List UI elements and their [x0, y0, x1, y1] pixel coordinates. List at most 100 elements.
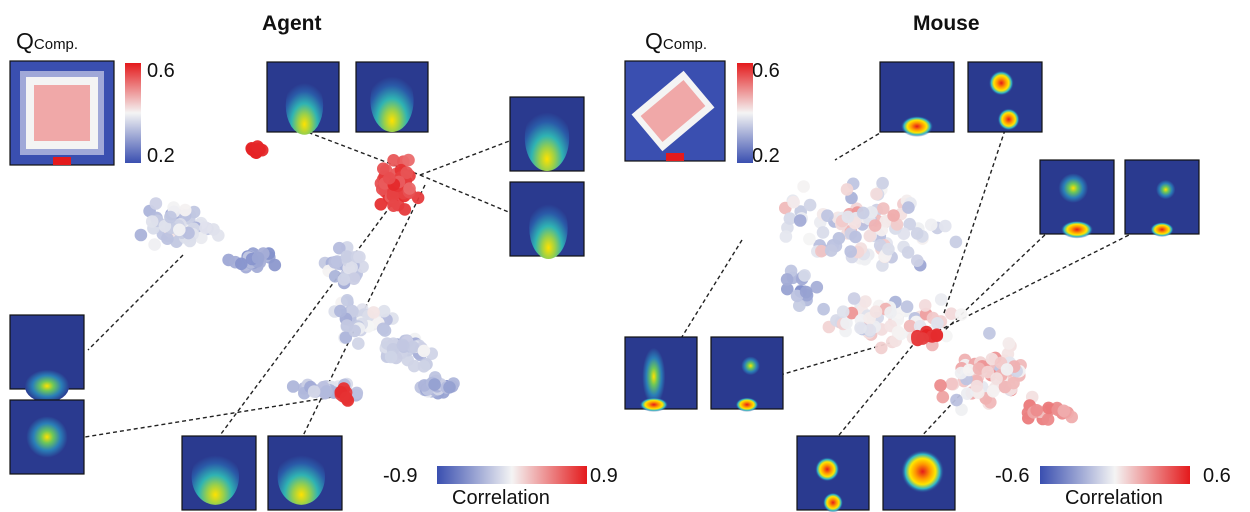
- mouse-scatter-point: [854, 321, 867, 335]
- agent-scatter-point: [384, 350, 398, 364]
- mouse-scatter-point: [810, 280, 824, 294]
- agent-scatter-point: [403, 182, 416, 195]
- agent-scatter-point: [320, 385, 333, 398]
- agent-map-right-bottom: [509, 181, 585, 259]
- agent-scatter-point: [353, 250, 366, 264]
- mouse-scatter-point: [783, 212, 797, 225]
- mouse-scatter-point: [1007, 376, 1020, 390]
- agent-scatter-point: [164, 210, 177, 224]
- agent-scatter-point: [149, 197, 163, 210]
- agent-scatter-point: [145, 215, 159, 228]
- agent-map-top-right: [355, 61, 429, 133]
- mouse-q-scale-max: 0.6: [752, 60, 780, 82]
- mouse-q-sub: Comp.: [662, 36, 708, 53]
- mouse-scatter-point: [803, 198, 817, 212]
- agent-scatter-point: [134, 228, 148, 242]
- agent-scatter-point: [387, 199, 400, 212]
- mouse-map-right-left: [1039, 159, 1115, 239]
- mouse-scatter-point: [945, 377, 958, 391]
- mouse-scatter-point: [884, 306, 897, 319]
- mouse-scatter-point: [934, 293, 948, 306]
- mouse-leader-4: [909, 231, 1136, 346]
- agent-map-left-top: [9, 314, 85, 403]
- place-field-maps: [9, 60, 1200, 512]
- mouse-scatter-point: [970, 379, 984, 393]
- mouse-scatter-point: [986, 385, 1000, 398]
- agent-scatter-point: [173, 223, 186, 237]
- mouse-scatter-point: [962, 363, 976, 377]
- mouse-map-bottom-right: [882, 435, 956, 511]
- mouse-q-main: Q: [645, 28, 663, 54]
- mouse-map-left-left: [624, 336, 698, 412]
- agent-scatter-point: [235, 257, 248, 271]
- agent-scatter-point: [178, 203, 192, 217]
- agent-scatter-point: [377, 162, 390, 175]
- mouse-scatter-point: [945, 307, 958, 321]
- mouse-scatter-point: [930, 329, 944, 343]
- agent-scatter-point: [386, 189, 400, 202]
- agent-leader-2: [419, 174, 519, 217]
- agent-scatter-point: [400, 166, 414, 179]
- mouse-scatter-point: [955, 403, 968, 417]
- agent-scatter-point: [374, 198, 388, 211]
- mouse-scatter-point: [815, 244, 828, 258]
- agent-corr-label: Correlation: [452, 487, 550, 509]
- agent-map-bottom-left: [181, 435, 257, 511]
- mouse-scatter-point: [816, 226, 830, 239]
- mouse-q-scale-min: 0.2: [752, 145, 780, 167]
- mouse-leader-2: [934, 129, 1006, 341]
- agent-scatter-point: [339, 391, 353, 405]
- mouse-scatter-point: [916, 332, 929, 345]
- agent-scatter-point: [417, 344, 431, 358]
- mouse-scatter-point: [877, 202, 890, 215]
- mouse-scatter-point: [955, 308, 968, 321]
- agent-q-main: Q: [16, 28, 34, 54]
- mouse-scatter-point: [841, 210, 855, 224]
- agent-scatter-point: [330, 255, 344, 268]
- colorbars: [125, 63, 1190, 484]
- mouse-scatter-point: [1002, 337, 1016, 350]
- mouse-scatter-point: [939, 219, 952, 233]
- mouse-scatter-point: [875, 341, 888, 355]
- mouse-scatter-point: [832, 232, 846, 245]
- mouse-scatter-point: [849, 230, 862, 244]
- mouse-leader-7: [834, 339, 918, 441]
- mouse-scatter-point: [793, 214, 807, 227]
- agent-scatter-point: [396, 338, 410, 352]
- agent-q-label: QComp.: [16, 28, 78, 55]
- agent-q-comp-map: [9, 60, 115, 166]
- mouse-scatter-point: [902, 201, 915, 214]
- agent-q-sub: Comp.: [33, 36, 79, 53]
- mouse-panel: Mouse QComp. 0.6 0.2 -0.6 0.6 Correlatio…: [615, 0, 1250, 512]
- agent-leader-3: [419, 139, 513, 176]
- agent-scatter-point: [268, 258, 282, 272]
- mouse-scatter-point: [840, 316, 853, 330]
- agent-scatter-point: [340, 250, 354, 263]
- agent-title: Agent: [262, 12, 322, 35]
- mouse-scatter-point: [949, 235, 963, 249]
- mouse-scatter-point: [870, 187, 883, 201]
- agent-scatter-point: [347, 272, 361, 286]
- agent-map-left-bottom: [9, 399, 85, 475]
- mouse-scatter-point: [960, 387, 974, 401]
- mouse-scatter-point: [781, 282, 794, 296]
- mouse-scatter-point: [859, 295, 872, 308]
- mouse-scatter-point: [780, 273, 794, 286]
- agent-panel: Agent QComp. 0.6 0.2 -0.9 0.9 Correlatio…: [16, 12, 618, 509]
- mouse-corr-max: 0.6: [1203, 465, 1231, 487]
- agent-map-bottom-right: [267, 435, 343, 511]
- mouse-scatter-point: [817, 302, 830, 316]
- agent-scatter-point: [334, 304, 347, 318]
- mouse-scatter-point: [910, 227, 924, 240]
- agent-scatter-point: [286, 380, 300, 393]
- agent-scatter-point: [340, 294, 354, 307]
- agent-leader-6: [214, 199, 396, 443]
- mouse-scatter-point: [798, 269, 811, 282]
- agent-scatter-point: [350, 386, 364, 400]
- mouse-leader-1: [834, 129, 886, 161]
- mouse-scatter-point: [918, 299, 932, 312]
- mouse-scatter-point: [847, 292, 861, 305]
- agent-scatter-point: [417, 360, 431, 373]
- mouse-scatter-point: [931, 317, 944, 330]
